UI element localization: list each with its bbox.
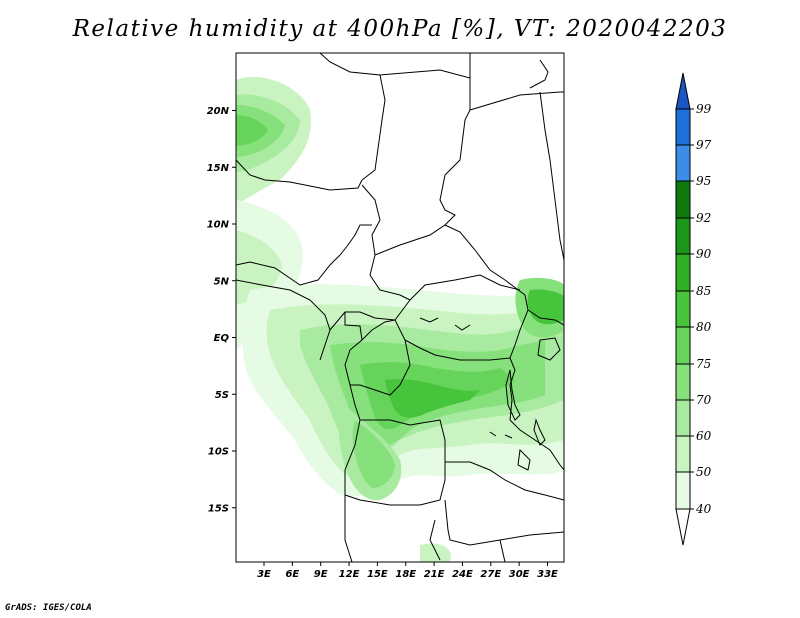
colorbar-label: 97 (696, 138, 712, 152)
map-frame (235, 52, 565, 563)
colorbar-segment (675, 253, 691, 292)
colorbar-label: 80 (696, 320, 712, 334)
colorbar-segment (675, 435, 691, 473)
colorbar-segment (675, 180, 691, 219)
colorbar-label: 60 (696, 429, 712, 443)
lon-label: 24E (452, 569, 473, 580)
colorbar-segment (675, 290, 691, 328)
colorbar-segment (675, 217, 691, 255)
lat-label: 15S (208, 503, 229, 514)
lon-label: 9E (314, 569, 328, 580)
colorbar-label: 92 (696, 211, 711, 225)
lat-label: 20N (207, 106, 230, 117)
colorbar-label: 50 (696, 465, 712, 479)
latitude-axis: 20N 15N 10N 5N EQ 5S 10S 15S (207, 106, 236, 514)
colorbar-segment (675, 471, 691, 510)
colorbar-label: 90 (696, 247, 712, 261)
lat-label: 10S (208, 447, 229, 458)
country-borders (236, 53, 564, 562)
lat-label: 5S (215, 390, 229, 401)
lon-label: 27E (480, 569, 501, 580)
lat-label: 15N (207, 163, 230, 174)
lon-label: 18E (395, 569, 416, 580)
colorbar-segment (675, 144, 691, 182)
colorbar-label: 75 (696, 357, 711, 371)
colorbar-label: 95 (696, 174, 711, 188)
humidity-fill (236, 76, 564, 562)
colorbar-label: 85 (696, 284, 711, 298)
lat-label: 5N (214, 276, 230, 287)
lon-label: 6E (285, 569, 299, 580)
colorbar-segment (675, 399, 691, 437)
colorbar-segment (675, 326, 691, 365)
colorbar-segment (675, 108, 691, 146)
colorbar-segment (675, 72, 691, 110)
colorbar-segment (675, 363, 691, 401)
colorbar-label: 70 (696, 393, 712, 407)
map-title: Relative humidity at 400hPa [%], VT: 202… (72, 16, 728, 42)
lon-label: 15E (367, 569, 388, 580)
lat-label: EQ (214, 333, 230, 344)
colorbar: 40 50 60 70 75 80 85 90 92 95 97 99 (675, 72, 712, 546)
longitude-axis: 3E 6E 9E 12E 15E 18E 21E 24E 27E 30E 33E (257, 562, 558, 580)
lon-label: 33E (537, 569, 558, 580)
grads-credit: GrADS: IGES/COLA (5, 603, 92, 613)
lon-label: 3E (257, 569, 271, 580)
lat-label: 10N (207, 220, 230, 231)
colorbar-label: 40 (695, 502, 712, 516)
colorbar-segment (675, 508, 691, 546)
colorbar-label: 99 (696, 102, 712, 116)
lon-label: 12E (339, 569, 360, 580)
lon-label: 21E (424, 569, 445, 580)
lon-label: 30E (509, 569, 530, 580)
